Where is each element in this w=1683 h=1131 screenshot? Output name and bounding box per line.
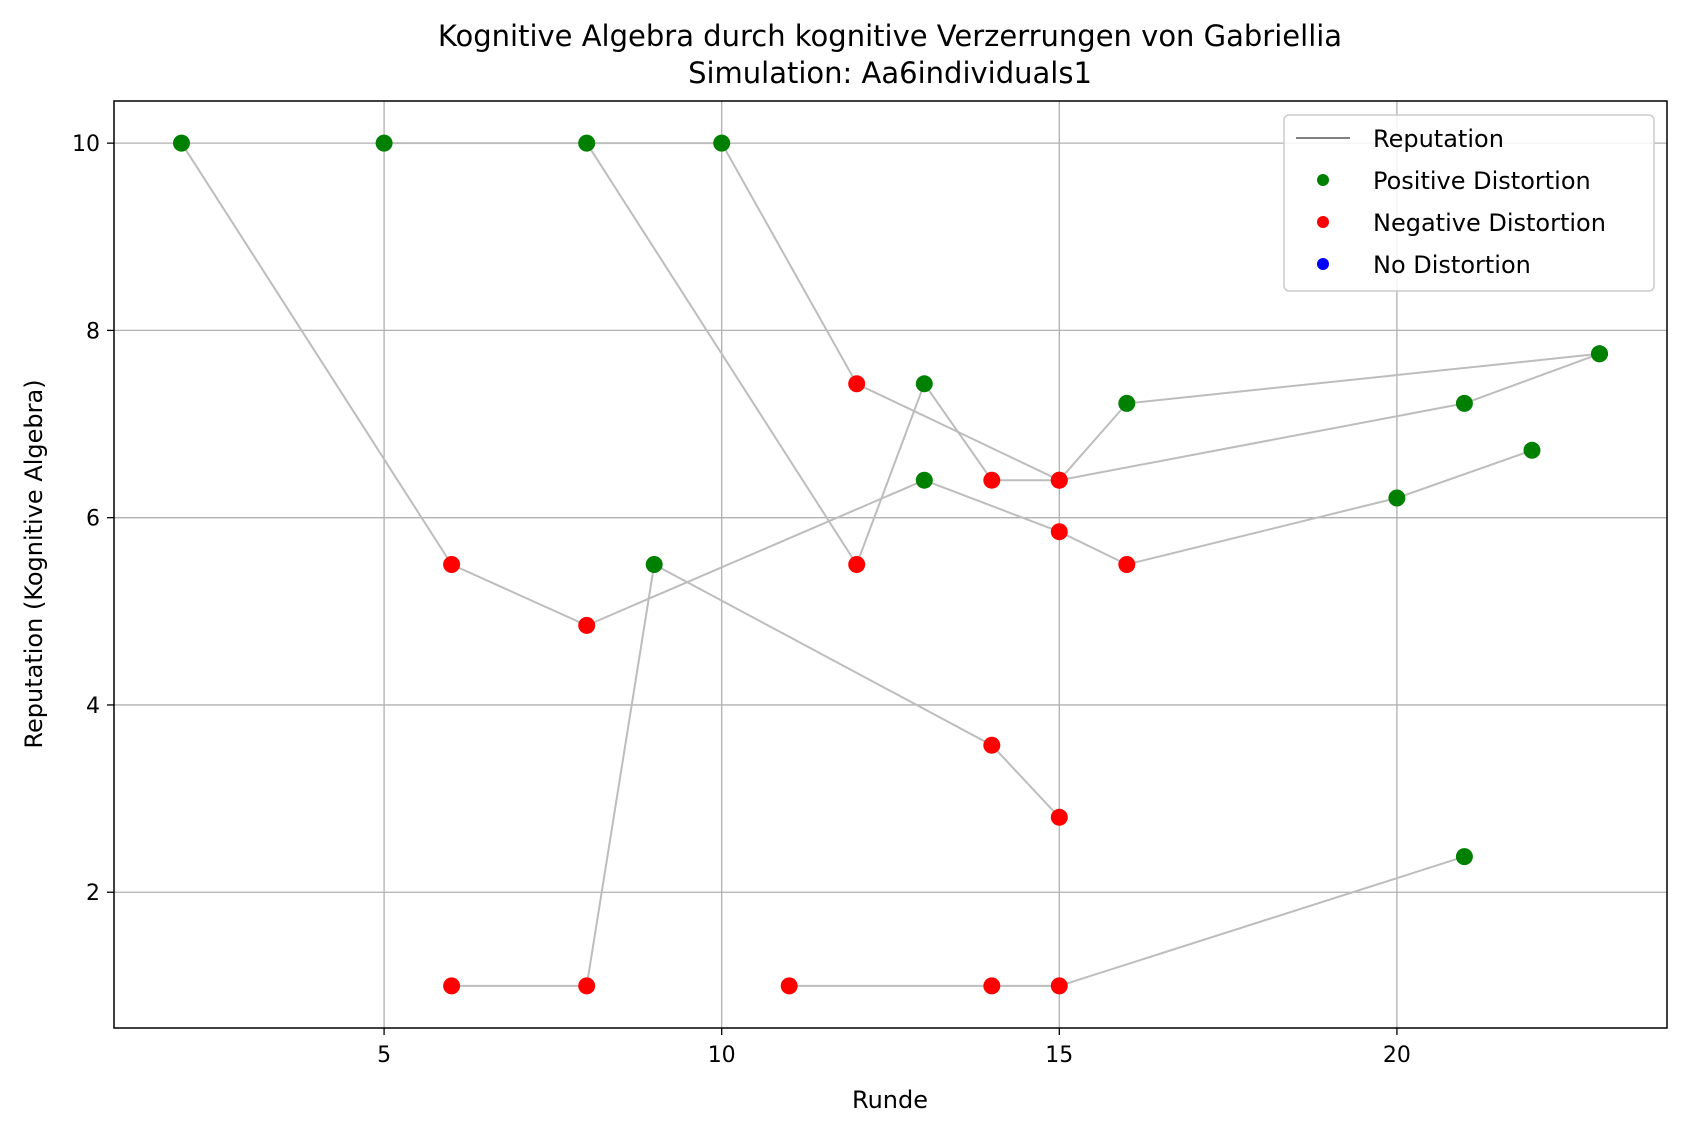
x-axis-label: Runde [852,1086,928,1114]
negative-distortion-point [983,977,1001,995]
positive-distortion-point [1455,848,1473,866]
positive-distortion-point [1455,394,1473,412]
legend: Reputation Positive Distortion Negative … [1283,114,1655,292]
negative-distortion-point [848,375,866,393]
negative-distortion-point [443,977,461,995]
x-tick-label: 5 [377,1043,391,1068]
positive-distortion-point [1591,345,1608,363]
negative-distortion-point [578,977,596,995]
legend-positive-dot-icon [1317,174,1329,186]
y-tick-label: 2 [86,881,100,906]
negative-distortion-point [1118,556,1136,573]
positive-distortion-point [578,134,596,152]
positive-distortion-point [1118,394,1136,412]
y-tick-label: 10 [72,132,100,157]
negative-distortion-point [848,556,866,573]
x-axis-ticks: 5 10 15 20 [377,1028,1411,1068]
reputation-line [180,142,1533,627]
legend-none-dot-icon [1317,258,1329,270]
chart-title: Kognitive Algebra durch kognitive Verzer… [438,19,1342,53]
plot-frame [113,100,1668,1029]
y-tick-label: 8 [86,319,100,344]
negative-distortion-point [1050,808,1068,826]
legend-label-positive: Positive Distortion [1373,167,1591,195]
legend-label-none: No Distortion [1373,251,1531,279]
y-axis-label: Reputation (Kognitive Algebra) [20,379,48,748]
data-points [173,134,1608,995]
chart-subtitle: Simulation: Aa6individuals1 [688,56,1092,90]
negative-distortion-point [780,977,798,995]
negative-distortion-point [983,471,1001,489]
x-tick-label: 15 [1045,1043,1073,1068]
negative-distortion-point [443,556,461,573]
negative-distortion-point [578,616,596,634]
negative-distortion-point [983,736,1001,754]
reputation-line [789,855,1465,987]
x-tick-label: 20 [1383,1043,1411,1068]
negative-distortion-point [1050,523,1068,541]
y-tick-label: 4 [86,694,100,719]
positive-distortion-point [915,471,933,489]
x-tick-label: 10 [708,1043,736,1068]
legend-negative-dot-icon [1317,216,1329,228]
reputation-line [451,562,1061,987]
legend-label-negative: Negative Distortion [1373,209,1606,237]
negative-distortion-point [1050,471,1068,489]
positive-distortion-point [713,134,731,152]
positive-distortion-point [645,556,663,573]
legend-label-reputation: Reputation [1373,125,1504,153]
positive-distortion-point [1388,489,1406,507]
y-tick-label: 6 [86,507,100,532]
positive-distortion-point [1523,441,1541,459]
positive-distortion-point [173,134,190,152]
legend-box [1283,114,1655,292]
positive-distortion-point [915,375,933,393]
negative-distortion-point [1050,977,1068,995]
y-axis-ticks: 2 4 6 8 10 [72,132,114,906]
positive-distortion-point [375,134,393,152]
